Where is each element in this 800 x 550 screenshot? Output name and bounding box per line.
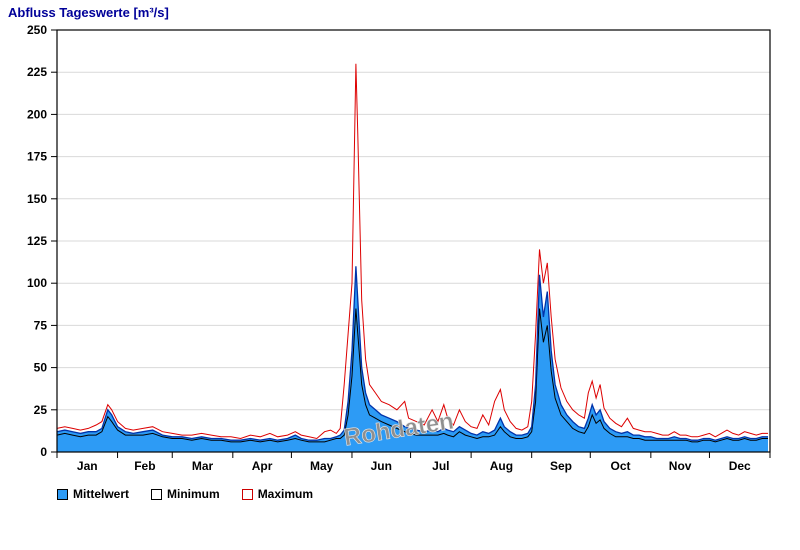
legend-swatch-mean [57,488,68,500]
legend-label-mean: Mittelwert [73,487,130,501]
series-minimum-line [56,308,768,443]
y-tick-label: 75 [34,318,48,332]
y-tick-label: 50 [34,361,48,375]
x-tick-label-may: May [310,459,334,473]
chart-title: Abfluss Tageswerte [m³/s] [8,5,169,20]
legend-item-min: Minimum [151,487,220,501]
chart-legend: Mittelwert Minimum Maximum [57,487,313,501]
legend-label-min: Minimum [167,487,220,501]
y-tick-label: 225 [27,65,47,79]
x-tick-label-aug: Aug [490,459,513,473]
series-mittelwert-area [57,266,768,452]
x-tick-label-oct: Oct [611,459,631,473]
x-tick-label-jun: Jun [371,459,392,473]
y-tick-label: 25 [34,403,48,417]
x-tick-label-jan: Jan [77,459,98,473]
series-maximum-line [56,63,768,440]
x-tick-label-mar: Mar [192,459,214,473]
legend-swatch-min [151,488,163,500]
y-tick-label: 250 [27,23,47,37]
y-tick-label: 175 [27,150,47,164]
x-tick-label-feb: Feb [134,459,155,473]
series-mittelwert-line [56,266,768,441]
y-tick-label: 0 [40,445,47,459]
legend-item-max: Maximum [241,487,314,501]
legend-item-mean: Mittelwert [57,487,129,501]
x-tick-label-sep: Sep [550,459,572,473]
x-tick-label-nov: Nov [669,459,692,473]
x-tick-label-apr: Apr [252,459,273,473]
x-tick-label-dec: Dec [729,459,751,473]
y-tick-label: 150 [27,192,47,206]
y-tick-label: 200 [27,107,47,121]
x-tick-label-jul: Jul [432,459,449,473]
y-tick-label: 100 [27,276,47,290]
y-tick-label: 125 [27,234,47,248]
legend-label-max: Maximum [257,487,314,501]
legend-swatch-max [241,488,253,500]
